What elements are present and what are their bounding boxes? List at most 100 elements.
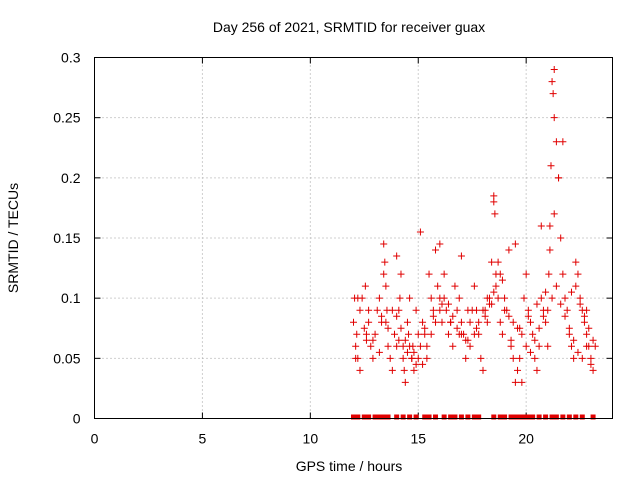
data-point bbox=[488, 258, 496, 266]
data-point bbox=[572, 282, 580, 290]
data-point bbox=[457, 252, 465, 260]
data-point bbox=[498, 330, 506, 338]
data-point bbox=[518, 330, 526, 338]
zero-data-point bbox=[521, 414, 527, 420]
data-point bbox=[400, 366, 408, 374]
data-point bbox=[453, 306, 461, 314]
data-point bbox=[546, 246, 554, 254]
zero-data-point bbox=[573, 414, 579, 420]
zero-data-point bbox=[355, 414, 361, 420]
data-point bbox=[533, 300, 541, 308]
zero-data-point bbox=[351, 414, 356, 420]
data-point bbox=[425, 270, 433, 278]
data-point bbox=[434, 282, 442, 290]
data-point bbox=[589, 366, 597, 374]
data-point bbox=[494, 294, 502, 302]
data-point bbox=[580, 318, 588, 326]
data-point bbox=[561, 294, 569, 302]
data-point bbox=[416, 342, 424, 350]
data-point bbox=[580, 312, 588, 320]
data-point bbox=[522, 270, 530, 278]
data-point bbox=[557, 300, 565, 308]
data-point bbox=[576, 300, 584, 308]
data-point bbox=[393, 342, 401, 350]
data-point bbox=[419, 360, 427, 368]
data-point bbox=[477, 354, 485, 362]
data-point bbox=[498, 276, 506, 284]
zero-data-point bbox=[579, 414, 585, 420]
data-point bbox=[520, 294, 528, 302]
zero-data-point bbox=[512, 414, 518, 420]
data-point bbox=[570, 336, 578, 344]
data-point bbox=[393, 312, 401, 320]
data-point bbox=[496, 318, 504, 326]
data-point bbox=[587, 360, 595, 368]
data-point bbox=[447, 318, 455, 326]
data-point bbox=[485, 300, 493, 308]
data-point bbox=[539, 312, 547, 320]
data-point bbox=[559, 270, 567, 278]
data-point bbox=[549, 90, 557, 98]
data-point bbox=[412, 306, 420, 314]
data-point bbox=[533, 366, 541, 374]
data-point bbox=[552, 282, 560, 290]
zero-data-point bbox=[407, 414, 413, 420]
data-point bbox=[544, 306, 552, 314]
data-point bbox=[535, 342, 543, 350]
data-point bbox=[565, 324, 573, 332]
data-point bbox=[421, 330, 429, 338]
data-point bbox=[395, 306, 403, 314]
data-point bbox=[369, 336, 377, 344]
data-point bbox=[360, 324, 368, 332]
data-point bbox=[505, 312, 513, 320]
x-tick-label: 0 bbox=[91, 431, 99, 447]
data-point bbox=[361, 282, 369, 290]
y-tick-label: 0.3 bbox=[61, 50, 81, 66]
data-point bbox=[511, 240, 519, 248]
data-point bbox=[535, 324, 543, 332]
data-point bbox=[403, 318, 411, 326]
data-point bbox=[369, 354, 377, 362]
data-point bbox=[483, 318, 491, 326]
zero-data-point bbox=[422, 414, 428, 420]
data-point bbox=[375, 294, 383, 302]
data-point bbox=[526, 348, 534, 356]
data-point bbox=[354, 294, 362, 302]
zero-data-point bbox=[497, 414, 503, 420]
data-point bbox=[492, 282, 500, 290]
data-point bbox=[491, 210, 499, 218]
data-point bbox=[526, 318, 534, 326]
data-point bbox=[362, 330, 370, 338]
data-point bbox=[380, 240, 388, 248]
zero-data-point bbox=[471, 414, 477, 420]
data-point bbox=[542, 318, 550, 326]
zero-data-point bbox=[448, 414, 454, 420]
data-point bbox=[522, 342, 530, 350]
data-point bbox=[350, 318, 357, 326]
data-point bbox=[546, 222, 554, 230]
data-point bbox=[509, 354, 517, 362]
zero-data-point bbox=[549, 414, 555, 420]
data-point bbox=[416, 228, 424, 236]
data-point bbox=[453, 324, 461, 332]
data-point bbox=[544, 342, 552, 350]
data-point bbox=[531, 354, 539, 362]
data-point bbox=[412, 360, 420, 368]
zero-data-point bbox=[366, 414, 372, 420]
data-point bbox=[548, 294, 556, 302]
data-points bbox=[350, 66, 599, 420]
data-point bbox=[410, 348, 418, 356]
data-point bbox=[576, 294, 584, 302]
data-point bbox=[473, 306, 481, 314]
y-axis-label: SRMTID / TECUs bbox=[5, 183, 21, 293]
data-point bbox=[391, 330, 399, 338]
data-point bbox=[382, 318, 390, 326]
data-point bbox=[414, 354, 422, 362]
data-point bbox=[457, 318, 465, 326]
axis-ticks: 0 0.05 0.1 0.15 0.2 0.25 0.3 0 5 10 15 20 bbox=[53, 50, 613, 447]
data-point bbox=[516, 324, 524, 332]
data-point bbox=[414, 330, 422, 338]
data-point bbox=[464, 336, 472, 344]
data-point bbox=[589, 336, 597, 344]
data-point bbox=[432, 318, 440, 326]
